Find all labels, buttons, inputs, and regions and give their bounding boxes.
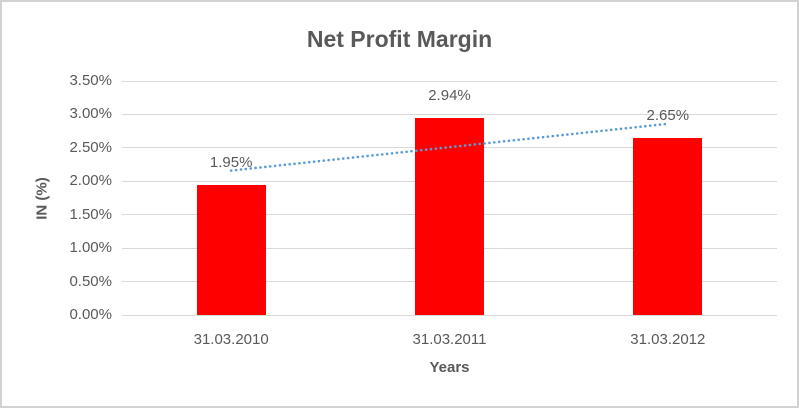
y-tick-label: 2.50% bbox=[69, 138, 112, 156]
y-tick-label: 3.00% bbox=[69, 105, 112, 123]
x-axis-title: Years bbox=[429, 359, 470, 376]
x-category-label: 31.03.2010 bbox=[193, 331, 269, 348]
gridline bbox=[122, 314, 777, 316]
plot-area bbox=[122, 80, 777, 316]
y-tick-label: 0.50% bbox=[69, 272, 112, 290]
y-axis-title: IN (%) bbox=[33, 177, 51, 220]
y-tick-label: 1.50% bbox=[69, 205, 112, 223]
y-tick-label: 2.00% bbox=[69, 172, 112, 190]
x-category-label: 31.03.2011 bbox=[412, 331, 487, 348]
y-tick-label: 0.00% bbox=[69, 306, 112, 323]
data-label: 2.94% bbox=[428, 87, 471, 105]
chart-title: Net Profit Margin bbox=[306, 26, 493, 52]
data-label: 2.65% bbox=[646, 106, 690, 124]
bar-31.03.2012 bbox=[633, 137, 703, 315]
y-tick-label: 3.50% bbox=[69, 72, 112, 89]
y-tick-label: 1.00% bbox=[69, 239, 112, 257]
x-category-label: 31.03.2012 bbox=[630, 331, 706, 348]
data-label: 1.95% bbox=[209, 153, 253, 171]
bar-31.03.2011 bbox=[415, 118, 484, 315]
gridline bbox=[122, 80, 777, 82]
gridline bbox=[122, 113, 777, 115]
bar-31.03.2010 bbox=[196, 184, 266, 315]
